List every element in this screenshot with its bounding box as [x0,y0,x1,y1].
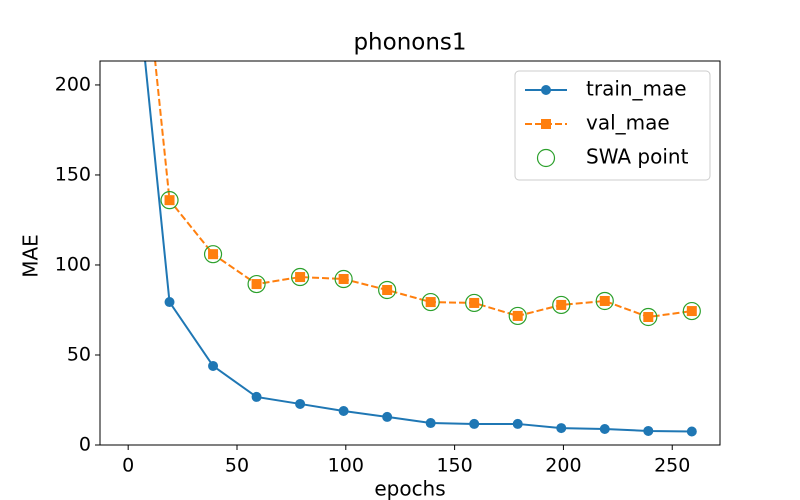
legend-label: train_mae [586,77,687,101]
data-point [552,295,571,315]
legend-item: val_mae [525,111,670,135]
data-point [556,299,567,310]
data-point [508,306,527,326]
axes-frame [99,60,721,446]
data-point [378,280,397,300]
data-point [512,418,523,429]
series-line [154,61,692,319]
y-tick-label: 200 [55,73,91,95]
data-point [465,293,484,313]
data-point [208,360,219,371]
data-point [382,411,393,422]
data-point [295,398,306,409]
legend-label: val_mae [586,111,670,135]
data-point [643,425,654,436]
x-tick-label: 200 [545,455,581,477]
data-point [686,306,697,317]
x-tick-label: 150 [436,455,472,477]
legend-item: SWA point [536,145,689,169]
data-point [338,405,349,416]
data-point [425,418,436,429]
data-point [247,274,266,294]
data-point [160,191,179,210]
legend-marker [541,85,551,95]
data-point [338,274,349,285]
data-point [164,195,175,206]
plot-area [144,61,701,437]
data-point [682,301,701,321]
chart-title: phonons1 [353,30,466,56]
data-point [295,272,306,283]
data-point [599,295,610,306]
y-tick-label: 150 [55,163,91,185]
data-point [639,307,658,327]
y-tick-label: 0 [79,434,91,456]
data-point [251,279,262,290]
legend-marker [541,119,551,129]
y-tick-label: 50 [67,343,91,365]
data-point [469,297,480,308]
data-point [203,245,223,264]
data-point [686,426,697,437]
data-point [421,292,440,312]
y-tick-label: 100 [55,253,91,275]
x-tick-label: 250 [654,455,690,477]
y-axis-label: MAE [19,234,43,278]
data-point [291,267,310,287]
data-point [425,297,436,308]
data-point [208,249,219,260]
x-tick-label: 0 [122,455,134,477]
series-line [144,61,692,433]
x-tick-label: 50 [225,455,249,477]
legend-marker [536,148,556,168]
data-point [382,284,393,295]
data-point [556,423,567,434]
legend-label: SWA point [586,145,689,169]
data-point [599,423,610,434]
data-point [164,297,175,308]
data-point [512,310,523,321]
data-point [643,312,654,322]
data-point [469,418,480,429]
x-axis-label: epochs [374,477,445,500]
legend-box [514,70,711,181]
data-point [595,291,614,311]
data-point [251,391,262,402]
x-tick-label: 100 [328,455,364,477]
legend-item: train_mae [525,77,687,101]
data-point [334,269,353,289]
